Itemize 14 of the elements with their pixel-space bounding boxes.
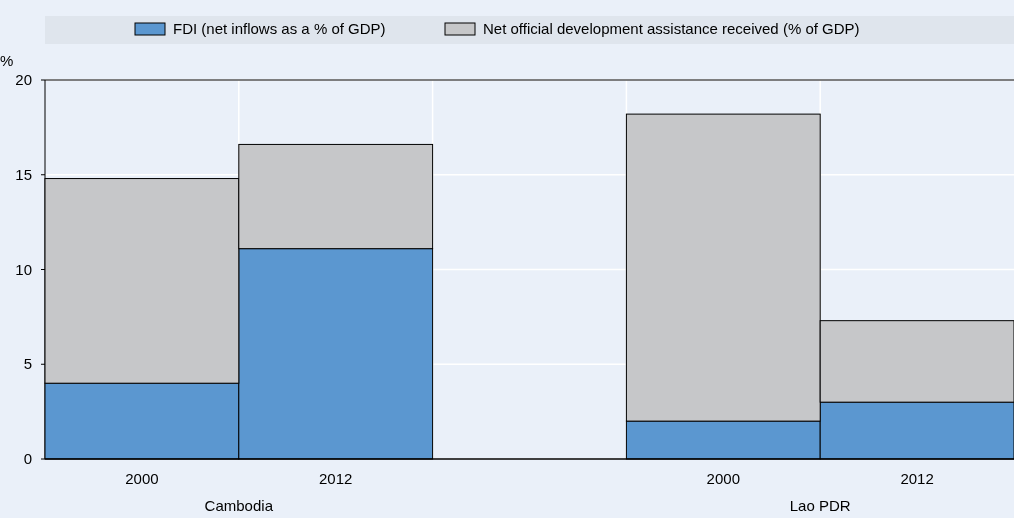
- x-tick-label: 2000: [125, 470, 159, 487]
- text: Cambodia: [204, 497, 274, 514]
- x-tick-label: 2012: [319, 470, 353, 487]
- legend-label: FDI (net inflows as a % of GDP): [173, 20, 386, 37]
- y-tick-label: 10: [15, 260, 32, 278]
- x-tick-label: 2000: [706, 470, 740, 487]
- y-tick-label: 0: [23, 450, 32, 467]
- y-axis-title: %: [0, 52, 14, 69]
- y-tick-label: 15: [15, 165, 32, 183]
- y-tick-label: 5: [23, 355, 32, 373]
- text: Lao PDR: [789, 497, 851, 514]
- x-tick-label: 2012: [900, 470, 934, 487]
- legend-label: Net official development assistance received (% of GDP): [483, 20, 860, 37]
- y-tick-label: 20: [15, 71, 32, 88]
